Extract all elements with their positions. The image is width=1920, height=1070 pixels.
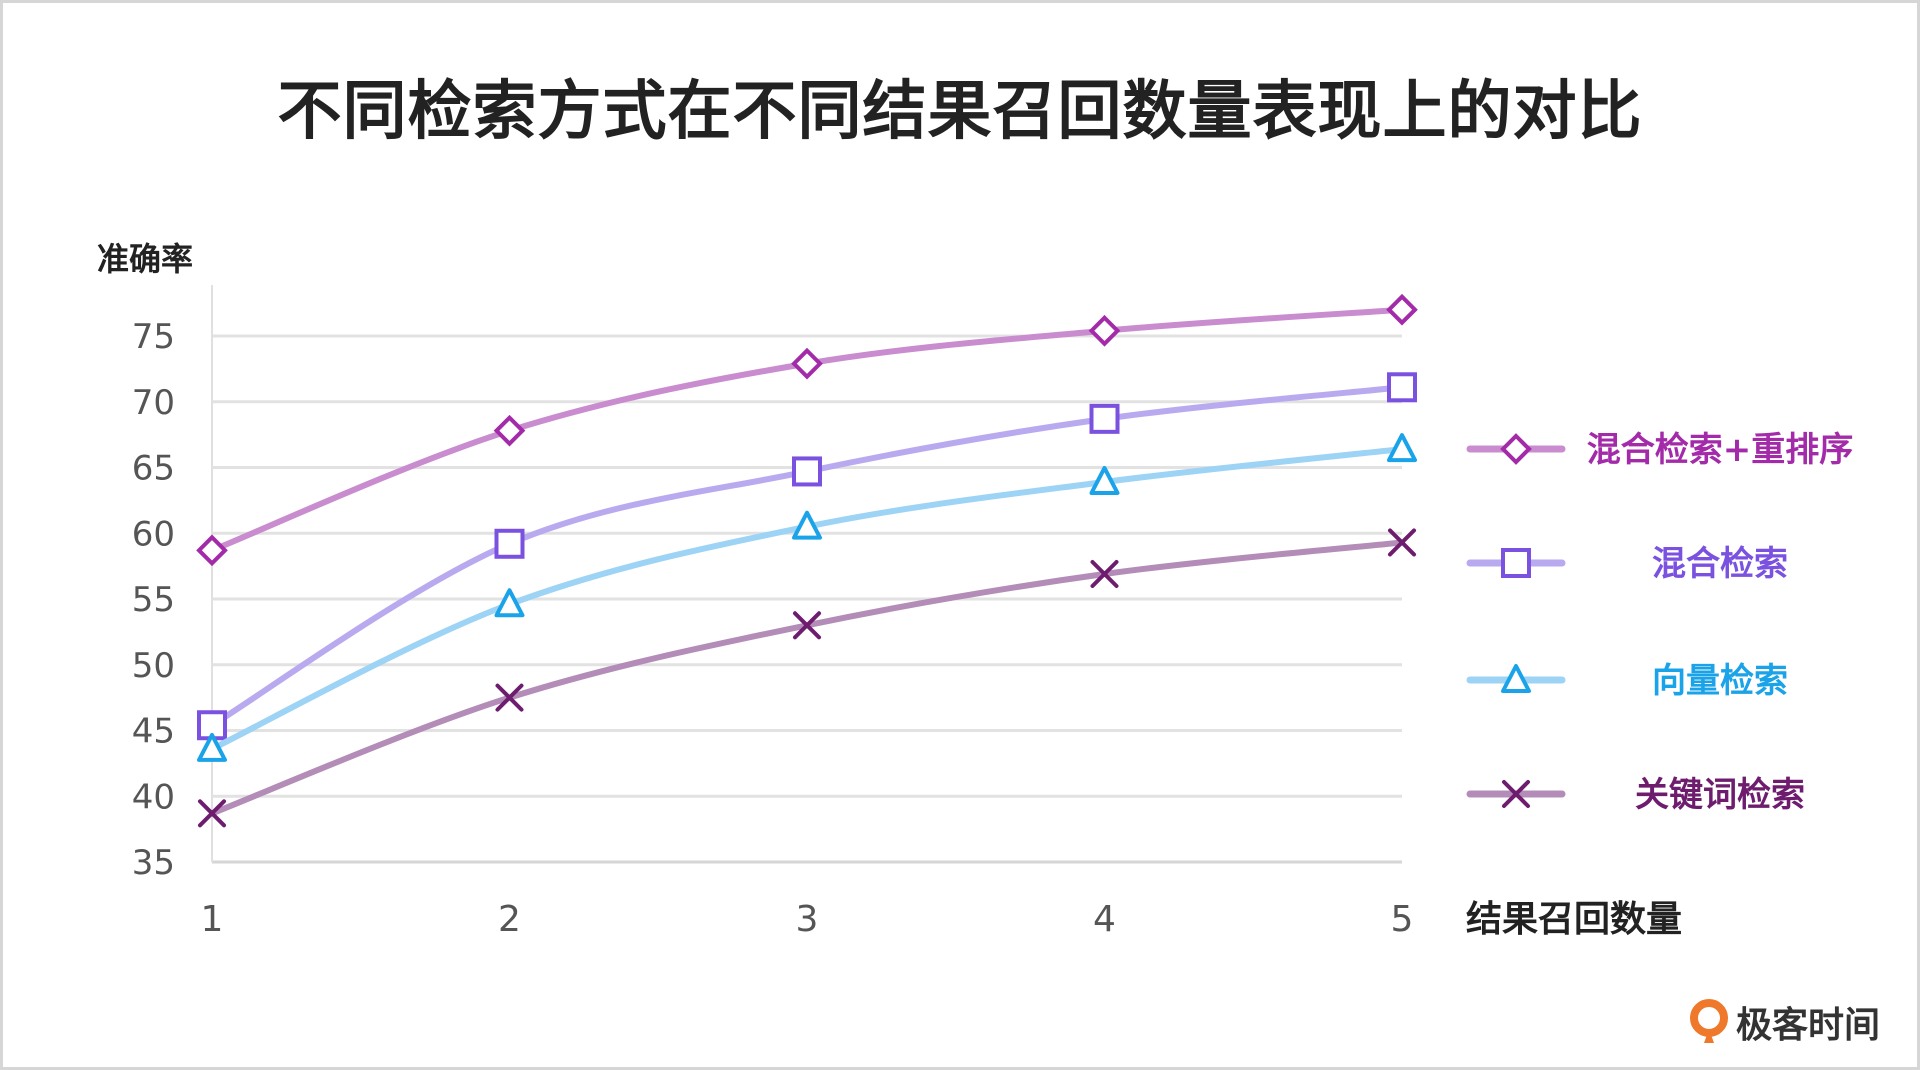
data-point <box>494 528 525 559</box>
data-point <box>1089 403 1120 434</box>
y-tick-label: 75 <box>132 317 175 357</box>
x-tick-labels: 1 2 3 4 5 <box>201 899 1414 940</box>
legend-marker <box>1502 780 1530 808</box>
x-tick-label: 3 <box>796 899 819 940</box>
data-point <box>791 347 823 380</box>
x-tick-label: 1 <box>201 899 224 940</box>
y-tick-label: 60 <box>132 514 175 554</box>
data-point <box>1090 560 1119 589</box>
series-line <box>209 539 1405 817</box>
data-point <box>495 683 524 712</box>
grid-lines <box>212 334 1402 864</box>
series-x <box>198 528 1416 828</box>
brand-name: 极客时间 <box>1736 1005 1881 1046</box>
legend-item: 混合检索+重排序 <box>1466 430 1854 470</box>
data-point <box>197 732 227 762</box>
data-point <box>1387 372 1417 403</box>
legend-item: 混合检索 <box>1466 544 1788 584</box>
series-line <box>209 384 1405 729</box>
y-tick-label: 45 <box>132 712 175 752</box>
legend-label: 混合检索+重排序 <box>1587 430 1854 470</box>
legend-label: 向量检索 <box>1652 661 1788 701</box>
series-square <box>197 372 1417 741</box>
legend-label: 关键词检索 <box>1635 775 1805 815</box>
y-tick-label: 65 <box>132 449 175 489</box>
data-point <box>196 534 228 567</box>
data-point <box>493 414 526 447</box>
data-point <box>1386 293 1418 326</box>
y-tick-label: 70 <box>132 383 175 423</box>
y-tick-labels: 35 40 45 50 55 60 65 70 75 <box>132 317 175 883</box>
y-tick-label: 40 <box>132 777 175 817</box>
chart-title: 不同检索方式在不同结果召回数量表现上的对比 <box>277 75 1643 149</box>
legend-item: 向量检索 <box>1466 661 1788 701</box>
data-point <box>1387 433 1417 463</box>
data-point <box>1388 528 1416 557</box>
y-tick-label: 55 <box>132 580 175 620</box>
x-tick-label: 2 <box>498 899 521 940</box>
data-point <box>494 588 525 618</box>
x-axis-label: 结果召回数量 <box>1466 899 1682 940</box>
y-axis-label: 准确率 <box>97 240 193 278</box>
data-point <box>1088 314 1121 347</box>
x-tick-label: 4 <box>1093 899 1116 940</box>
series-diamond <box>196 293 1418 567</box>
data-point <box>1089 465 1120 495</box>
data-point <box>792 456 822 487</box>
brand-watermark: 极客时间 <box>1688 996 1880 1048</box>
legend-marker <box>1501 664 1531 693</box>
geektime-logo-icon <box>1690 999 1728 1043</box>
y-tick-label: 35 <box>132 843 175 883</box>
y-tick-label: 50 <box>132 646 175 686</box>
series-lines <box>196 293 1418 828</box>
legend-marker <box>1500 433 1532 465</box>
x-tick-label: 5 <box>1391 899 1414 940</box>
data-point <box>793 611 821 640</box>
series-triangle <box>197 433 1417 762</box>
data-point <box>792 510 822 540</box>
legend-marker <box>1501 548 1531 578</box>
legend-label: 混合检索 <box>1652 544 1788 584</box>
data-point <box>198 799 226 828</box>
legend-item: 关键词检索 <box>1466 775 1805 815</box>
